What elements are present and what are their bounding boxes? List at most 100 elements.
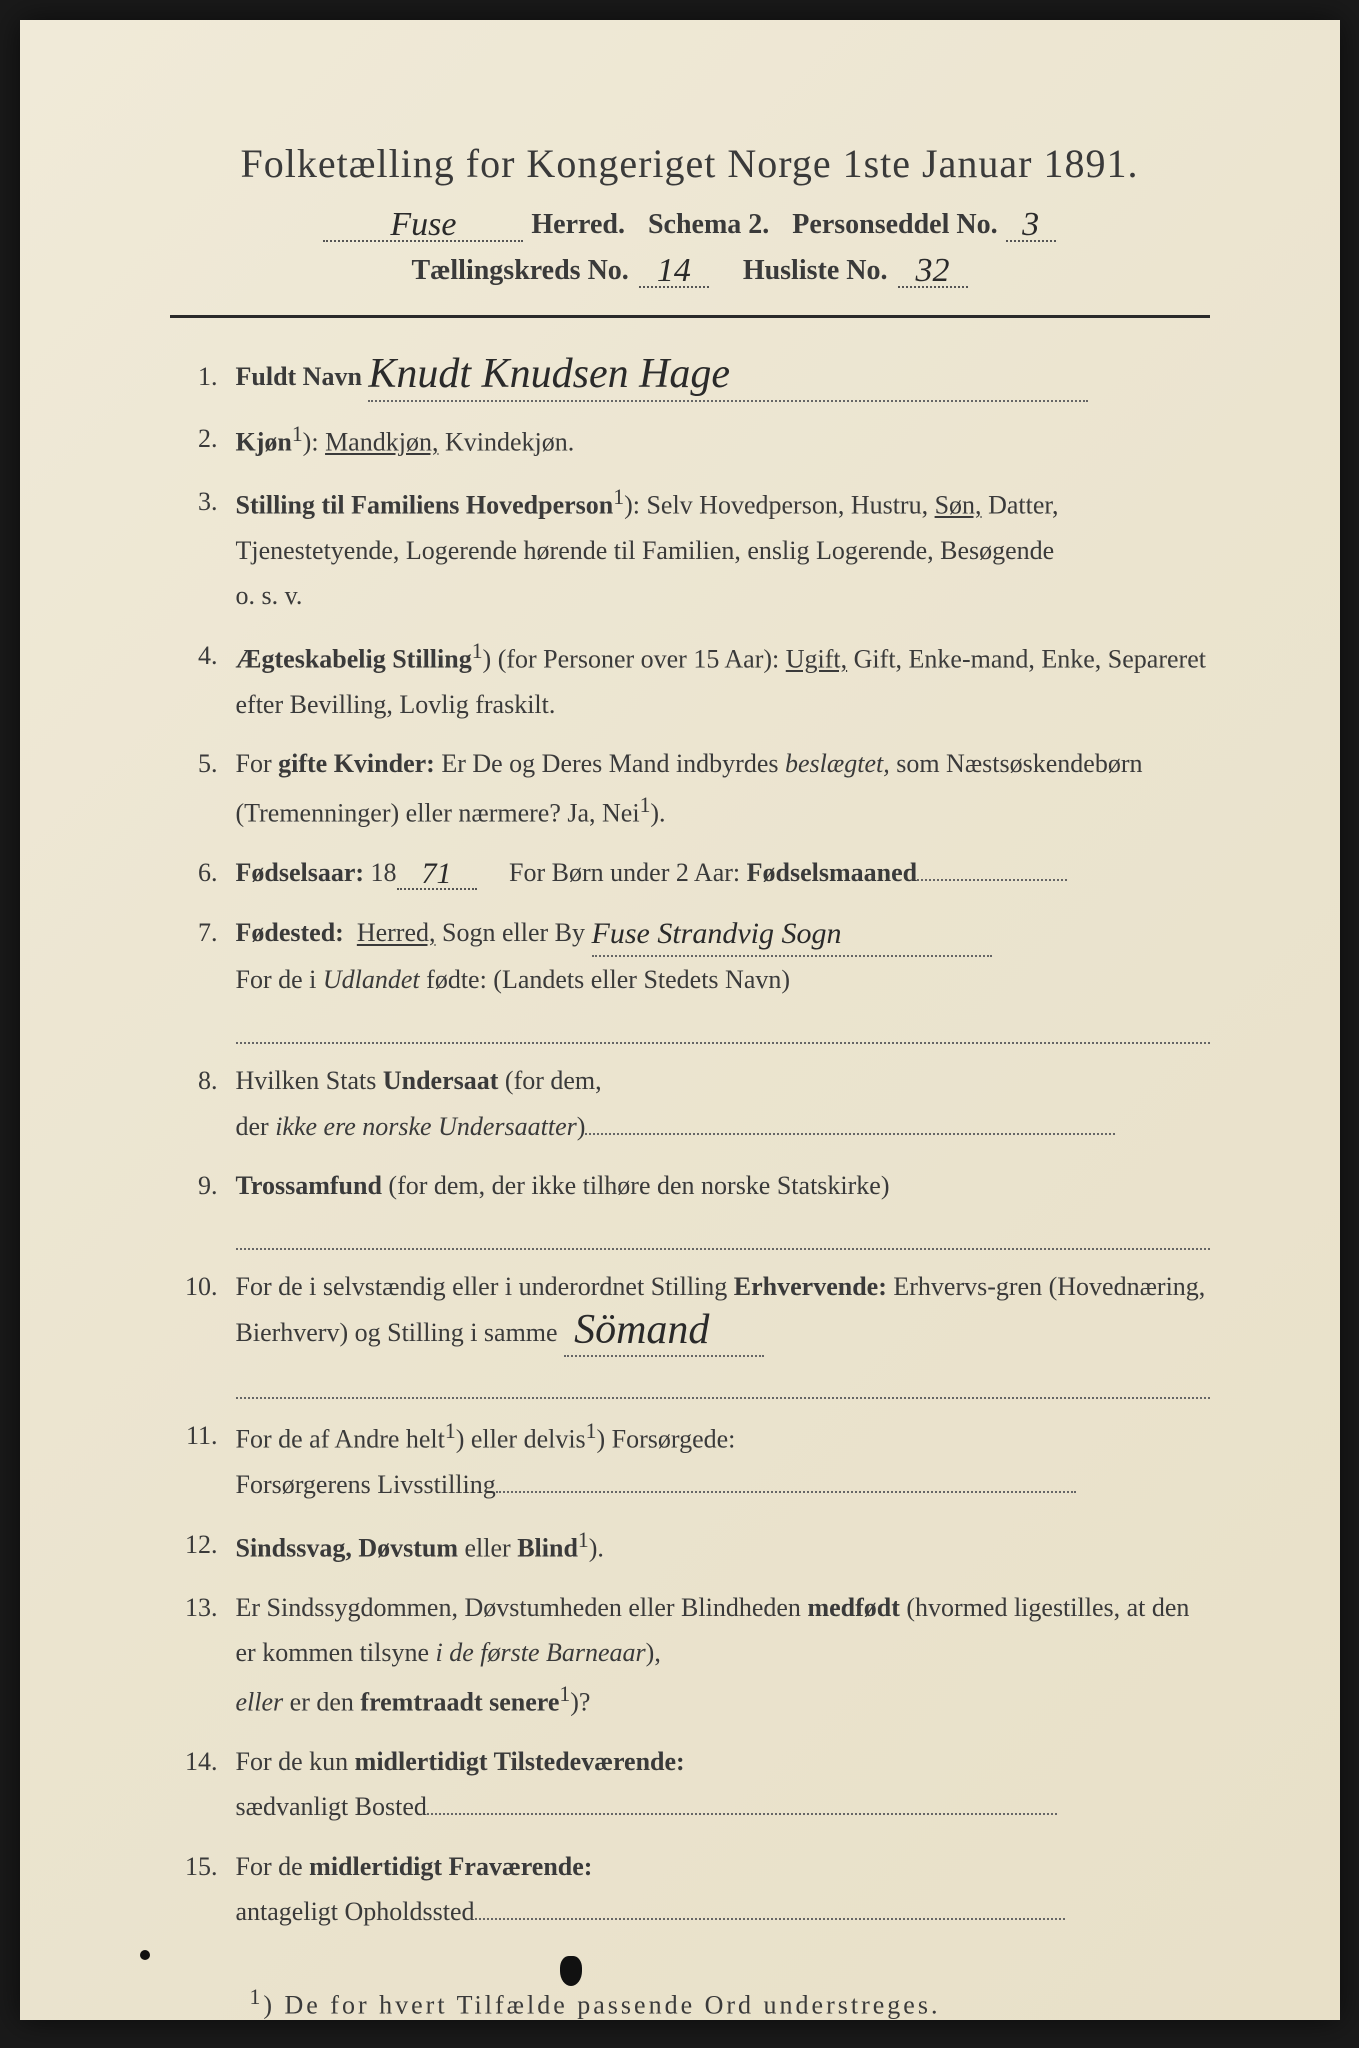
value-mandkjon: Mandkjøn, [325, 427, 438, 456]
footnote-ref: 1 [445, 1419, 456, 1443]
label-erhvervende: Erhvervende: [734, 1272, 887, 1301]
item-body: For de midlertidigt Fraværende: antageli… [236, 1844, 1210, 1935]
personseddel-no: 3 [1006, 211, 1056, 242]
text: For Børn under 2 Aar: [509, 858, 747, 887]
item-body: Kjøn1): Mandkjøn, Kvindekjøn. [236, 416, 1210, 465]
label-fravaerende: midlertidigt Fraværende: [309, 1852, 592, 1881]
item-number: 8. [180, 1058, 236, 1104]
taellingskreds-no: 14 [639, 257, 709, 288]
blank-field [475, 1918, 1065, 1920]
schema-label: Schema 2. [648, 209, 769, 241]
item-body: Fødselsaar: 1871 For Børn under 2 Aar: F… [236, 850, 1210, 896]
item-number: 5. [180, 741, 236, 787]
item-14: 14. For de kun midlertidigt Tilstedevære… [180, 1739, 1210, 1830]
blank-line [236, 1357, 1210, 1399]
herred-label: Herred. [531, 209, 625, 241]
label-trossamfund: Trossamfund [236, 1171, 382, 1200]
husliste-no: 32 [898, 257, 968, 288]
text-emph: eller [236, 1687, 284, 1716]
text: Er De og Deres Mand indbyrdes [435, 749, 785, 778]
text: ) (for Personer over 15 Aar): [483, 644, 786, 673]
blank-line [236, 1209, 1210, 1251]
text: ): Selv Hovedperson, Hustru, [624, 490, 935, 519]
text: For de i [236, 965, 323, 994]
text: ), [646, 1638, 661, 1667]
text: er den [283, 1687, 360, 1716]
text: ) Forsørgede: [597, 1425, 736, 1454]
value-fodested: Fuse Strandvig Sogn [592, 917, 842, 950]
item-body: Trossamfund (for dem, der ikke tilhøre d… [236, 1163, 1210, 1250]
item-body: Fuldt Navn Knudt Knudsen Hage [236, 354, 1210, 402]
text: (for dem, [498, 1066, 601, 1095]
header-line-1: Fuse Herred. Schema 2. Personseddel No. … [170, 209, 1210, 241]
text: antageligt Opholdssted [236, 1897, 475, 1926]
header-line-2: Tællingskreds No. 14 Husliste No. 32 [170, 255, 1210, 287]
text: der [236, 1112, 276, 1141]
text: ). [650, 799, 665, 828]
text-emph: ikke ere norske Undersaatter [275, 1112, 577, 1141]
item-7: 7. Fødested: Herred, Sogn eller By Fuse … [180, 910, 1210, 1045]
text: ) eller delvis [456, 1425, 586, 1454]
item-body: Fødested: Herred, Sogn eller By Fuse Str… [236, 910, 1210, 1045]
item-number: 1. [180, 354, 236, 400]
text: ). [589, 1533, 604, 1562]
census-form-page: Folketælling for Kongeriget Norge 1ste J… [20, 20, 1340, 2020]
value-son: Søn, [935, 490, 982, 519]
item-13: 13. Er Sindssygdommen, Døvstumheden elle… [180, 1585, 1210, 1725]
text: (for dem, der ikke tilhøre den norske St… [382, 1171, 890, 1200]
item-body: Hvilken Stats Undersaat (for dem, der ik… [236, 1058, 1210, 1149]
text: For de af Andre helt [236, 1425, 445, 1454]
value-ugift: Ugift, [786, 644, 847, 673]
footnote-ref: 1 [640, 793, 651, 817]
form-items: 1. Fuldt Navn Knudt Knudsen Hage 2. Kjøn… [170, 354, 1210, 1935]
item-body: For gifte Kvinder: Er De og Deres Mand i… [236, 741, 1210, 836]
text: For de kun [236, 1747, 355, 1776]
item-4: 4. Ægteskabelig Stilling1) (for Personer… [180, 633, 1210, 728]
label-stilling: Stilling til Familiens Hovedperson [236, 490, 614, 519]
item-body: For de i selvstændig eller i underordnet… [236, 1264, 1210, 1399]
item-1: 1. Fuldt Navn Knudt Knudsen Hage [180, 354, 1210, 402]
label-sindssvag: Sindssvag, Døvstum [236, 1533, 459, 1562]
item-body: Stilling til Familiens Hovedperson1): Se… [236, 479, 1210, 619]
item-11: 11. For de af Andre helt1) eller delvis1… [180, 1413, 1210, 1508]
item-number: 3. [180, 479, 236, 525]
footnote: 1) De for hvert Tilfælde passende Ord un… [250, 1985, 1210, 2021]
item-number: 15. [180, 1844, 236, 1890]
label-fremtraadt: fremtraadt senere [360, 1687, 559, 1716]
ink-spot [140, 1950, 150, 1960]
label-gifte-kvinder: gifte Kvinder: [278, 749, 435, 778]
text: )? [570, 1687, 590, 1716]
text: fødte: (Landets eller Stedets Navn) [420, 965, 790, 994]
item-9: 9. Trossamfund (for dem, der ikke tilhør… [180, 1163, 1210, 1250]
text: ) [577, 1112, 586, 1141]
label-aegteskab: Ægteskabelig Stilling [236, 644, 472, 673]
label-blind: Blind [517, 1533, 578, 1562]
label-fodselsaar: Fødselsaar: [236, 858, 365, 887]
footnote-text: ) De for hvert Tilfælde passende Ord und… [263, 1991, 940, 2020]
footnote-ref: 1 [613, 485, 624, 509]
text: Sogn eller By [436, 918, 586, 947]
ink-spot [560, 1956, 582, 1986]
blank-field [917, 879, 1067, 881]
text: For de [236, 1852, 310, 1881]
footnote-marker: 1 [250, 1985, 264, 2009]
item-number: 11. [180, 1413, 236, 1459]
text-emph: i de første Barneaar [436, 1638, 646, 1667]
text: sædvanligt Bosted [236, 1792, 427, 1821]
item-body: Er Sindssygdommen, Døvstumheden eller Bl… [236, 1585, 1210, 1725]
item-2: 2. Kjøn1): Mandkjøn, Kvindekjøn. [180, 416, 1210, 465]
footnote-ref: 1 [559, 1682, 570, 1706]
value-erhverv: Sömand [574, 1307, 709, 1353]
value-herred: Herred, [357, 918, 436, 947]
item-number: 12. [180, 1522, 236, 1568]
blank-line [236, 1003, 1210, 1045]
text-emph: beslægtet, [785, 749, 890, 778]
text: 18 [364, 858, 397, 887]
blank-field [427, 1813, 1057, 1815]
item-number: 7. [180, 910, 236, 956]
form-header: Folketælling for Kongeriget Norge 1ste J… [170, 140, 1210, 287]
footnote-ref: 1 [586, 1419, 597, 1443]
label-undersaat: Undersaat [383, 1066, 499, 1095]
form-title: Folketælling for Kongeriget Norge 1ste J… [170, 140, 1210, 187]
item-number: 2. [180, 416, 236, 462]
